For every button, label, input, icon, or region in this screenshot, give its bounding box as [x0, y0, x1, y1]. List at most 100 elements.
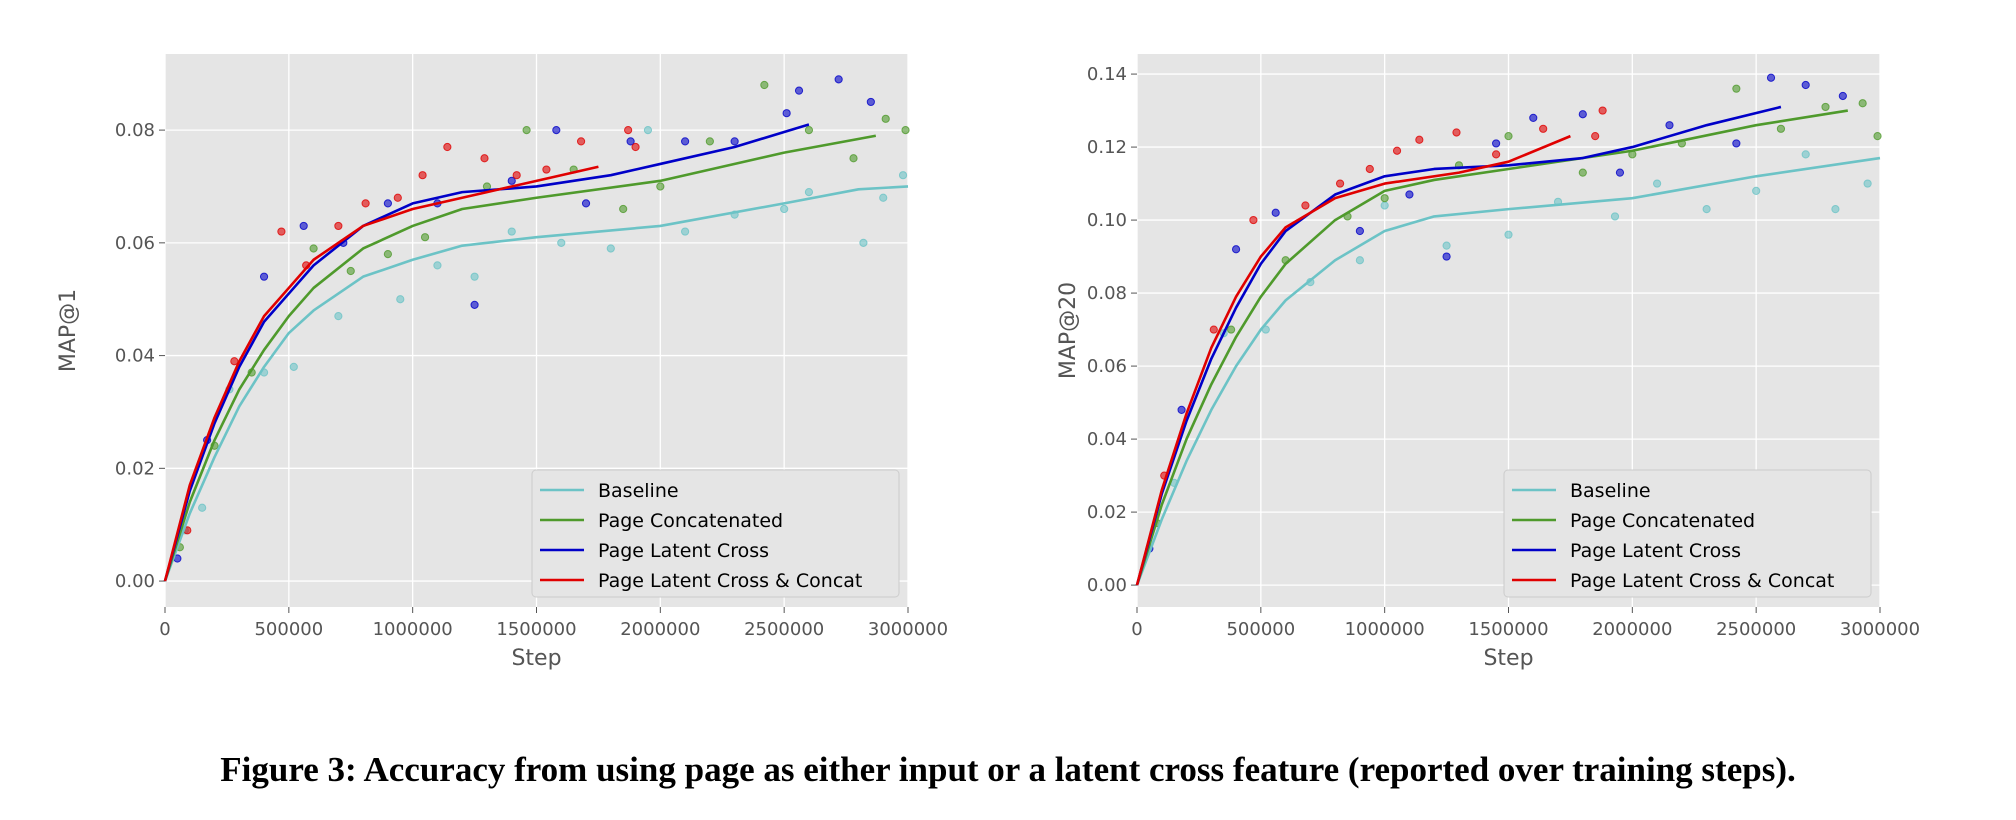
x-tick-label: 1500000 [496, 619, 576, 640]
legend-label: Baseline [598, 480, 679, 502]
data-point [393, 193, 402, 202]
legend-label: Page Latent Cross [1570, 540, 1741, 562]
y-tick-label: 0.00 [115, 571, 155, 592]
data-point [1831, 205, 1840, 214]
y-tick-label: 0.06 [1087, 356, 1127, 377]
trend-line [1135, 105, 1782, 586]
data-point [1776, 124, 1786, 133]
data-point [849, 154, 858, 163]
legend-label: Page Concatenated [1570, 510, 1755, 532]
data-point [1838, 91, 1847, 101]
y-tick-label: 0.08 [1087, 283, 1127, 304]
data-point [1392, 146, 1402, 155]
data-point [619, 204, 628, 214]
legend-box [531, 469, 900, 598]
data-point [804, 188, 814, 197]
data-point [730, 137, 739, 146]
x-tick-label: 1000000 [373, 619, 453, 640]
data-point [881, 114, 890, 123]
data-point [361, 199, 370, 208]
legend-label: Page Concatenated [598, 510, 783, 532]
data-point [794, 86, 804, 95]
data-point [299, 221, 308, 231]
data-point [1591, 132, 1600, 141]
data-point [1610, 212, 1620, 221]
data-point [1539, 124, 1548, 133]
x-tick-label: 0 [1131, 619, 1142, 640]
data-point [782, 109, 791, 118]
data-point [1504, 132, 1513, 141]
legend-label: Page Latent Cross & Concat [1570, 570, 1834, 592]
data-point [1801, 80, 1810, 90]
data-point [1355, 256, 1365, 265]
data-point [780, 204, 789, 214]
data-point [760, 80, 769, 90]
data-point [1177, 405, 1186, 414]
data-point [1380, 201, 1389, 210]
data-point [507, 227, 516, 236]
data-point [1858, 99, 1867, 108]
data-point [552, 126, 561, 135]
data-point [1665, 121, 1674, 130]
data-point [1529, 113, 1538, 122]
trend-line [163, 165, 599, 582]
legend-label: Page Latent Cross & Concat [598, 570, 862, 592]
data-point [643, 126, 653, 135]
data-point [1452, 128, 1461, 137]
data-point [1405, 190, 1414, 199]
data-point [1732, 84, 1741, 93]
data-point [383, 199, 392, 208]
data-point [631, 142, 640, 152]
x-tick-label: 3000000 [868, 619, 948, 640]
trend-line [1135, 109, 1849, 586]
data-point [859, 238, 868, 247]
x-tick-label: 1500000 [1468, 619, 1548, 640]
legend-box [1503, 469, 1872, 598]
data-point [522, 126, 531, 135]
data-point [1598, 106, 1607, 115]
data-point [1209, 325, 1218, 334]
x-tick-label: 1000000 [1345, 619, 1425, 640]
x-tick-label: 2000000 [1592, 619, 1672, 640]
data-point [681, 227, 690, 236]
chart-2: 0 500000 1000000 1500000 2000000 2500000 30000… [1056, 54, 1920, 671]
data-point [1231, 245, 1241, 254]
data-point [606, 244, 615, 253]
data-point [418, 171, 427, 180]
data-point [289, 362, 298, 371]
data-point [1578, 168, 1587, 177]
data-point [866, 97, 875, 107]
data-point [1271, 208, 1280, 217]
legend: Baseline Page Concatenated Page Latent Cro… [1503, 469, 1872, 598]
data-point [834, 75, 843, 84]
data-point [656, 182, 665, 191]
data-point [1442, 241, 1451, 250]
y-axis-label: MAP@20 [1056, 282, 1081, 379]
data-point [507, 176, 516, 185]
data-point [557, 238, 566, 247]
x-tick-label: 3000000 [1840, 619, 1920, 640]
data-point [681, 137, 690, 146]
x-tick-label: 500000 [254, 619, 323, 640]
data-point [804, 126, 814, 135]
data-point [898, 171, 908, 180]
y-tick-label: 0.00 [1087, 575, 1127, 596]
data-point [420, 233, 430, 242]
data-point [346, 266, 355, 276]
data-point [1442, 252, 1451, 261]
data-point [309, 244, 318, 253]
data-point [470, 272, 479, 281]
data-point [1227, 325, 1236, 334]
data-point [470, 300, 479, 309]
data-point [277, 227, 286, 236]
data-point [879, 193, 888, 202]
y-tick-label: 0.12 [1087, 137, 1127, 158]
data-point [1732, 139, 1741, 148]
data-point [334, 312, 343, 321]
data-point [624, 126, 633, 135]
y-tick-label: 0.06 [115, 233, 155, 254]
data-point [1492, 139, 1501, 148]
data-point [1702, 205, 1711, 214]
figure-caption: Figure 3: Accuracy from using page as ei… [220, 750, 1796, 789]
